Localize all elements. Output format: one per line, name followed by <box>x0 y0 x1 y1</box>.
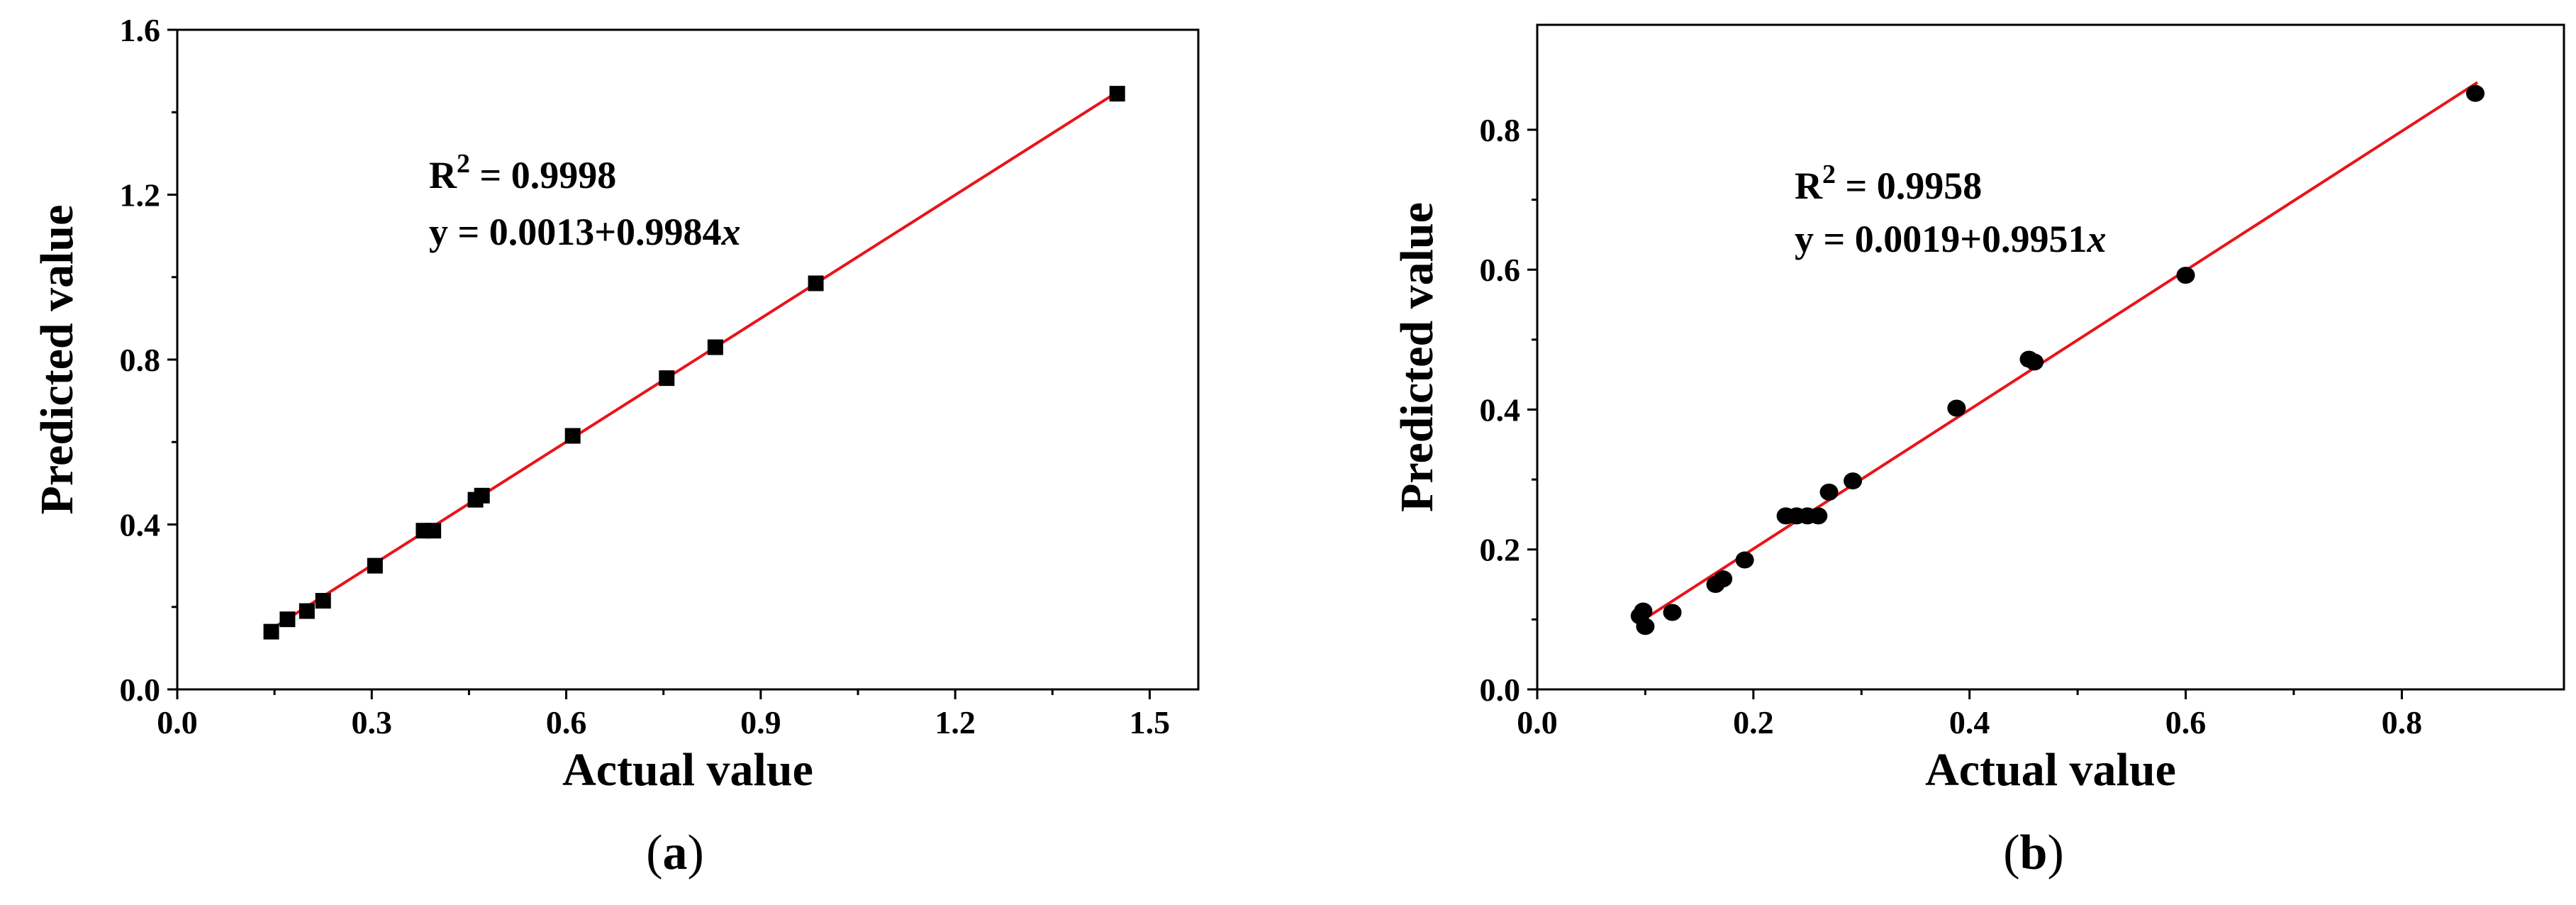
r-squared-annotation: R2 = 0.9958 <box>1795 160 1982 207</box>
x-tick-label: 0.6 <box>2165 704 2207 740</box>
panel-caption: (b) <box>2003 826 2064 880</box>
y-tick-label: 0.2 <box>1480 532 1521 568</box>
caption-letter: a <box>663 826 688 880</box>
equation-variable: x <box>2087 218 2107 260</box>
x-tick-label: 0.8 <box>2382 704 2423 740</box>
r2-superscript: 2 <box>1822 160 1836 189</box>
y-tick-label: 0.4 <box>1480 392 1521 428</box>
y-tick-label: 0.0 <box>1480 672 1521 708</box>
data-point <box>1735 551 1754 569</box>
data-point <box>1663 604 1682 621</box>
data-point <box>808 275 824 292</box>
caption-letter: b <box>2020 826 2048 880</box>
plot-frame <box>1536 23 2565 691</box>
y-tick-label: 1.6 <box>120 12 161 48</box>
fit-line <box>1639 81 2479 623</box>
x-tick-label: 0.2 <box>1733 704 1774 740</box>
r-squared-annotation: R2 = 0.9998 <box>429 149 616 196</box>
x-tick-label: 0.6 <box>546 704 587 740</box>
r2-value: = 0.9998 <box>470 154 616 196</box>
x-tick-label: 0.9 <box>740 704 781 740</box>
x-axis-title: Actual value <box>562 744 813 796</box>
caption-open-paren: ( <box>2003 826 2019 880</box>
data-point <box>474 487 490 504</box>
data-point <box>2466 84 2485 102</box>
data-point <box>279 611 296 628</box>
x-tick-label: 0.3 <box>352 704 393 740</box>
data-point <box>1714 570 1733 588</box>
caption-open-paren: ( <box>646 826 662 880</box>
data-point <box>1819 483 1839 501</box>
data-point <box>2176 267 2195 284</box>
data-point <box>315 593 331 609</box>
data-point <box>1634 602 1653 620</box>
data-point <box>2025 353 2044 371</box>
r2-prefix: R <box>1795 165 1823 207</box>
scatter-chart-a: 0.0 0.3 0.6 0.9 1.2 1.5 0.0 0.4 0.8 1.2 1.6 Actual … <box>31 12 1200 880</box>
caption-close-paren: ) <box>688 826 704 880</box>
x-tick-label: 0.4 <box>1949 704 1990 740</box>
y-tick-label: 0.0 <box>120 672 161 708</box>
x-tick-label: 0.0 <box>157 704 198 740</box>
data-point <box>1109 86 1125 102</box>
data-point <box>425 523 442 539</box>
caption-close-paren: ) <box>2047 826 2063 880</box>
y-axis-title: Predicted value <box>31 205 83 515</box>
y-tick-label: 0.6 <box>1480 252 1521 288</box>
r2-value: = 0.9958 <box>1836 165 1982 207</box>
x-axis-title: Actual value <box>1925 744 2176 796</box>
data-point <box>367 557 383 574</box>
data-point <box>707 339 723 355</box>
x-tick-label: 0.0 <box>1517 704 1558 740</box>
fit-line <box>267 91 1118 633</box>
x-tick-label: 1.5 <box>1130 704 1171 740</box>
x-tick-label: 1.2 <box>935 704 976 740</box>
data-point <box>659 370 675 387</box>
y-tick-label: 0.8 <box>1480 112 1521 148</box>
equation-prefix: y = 0.0019+0.9951 <box>1795 218 2087 260</box>
data-point <box>1636 618 1655 635</box>
y-axis-title: Predicted value <box>1391 202 1443 512</box>
chart-panel-a: 0.0 0.3 0.6 0.9 1.2 1.5 0.0 0.4 0.8 1.2 1.6 Actual … <box>31 12 1200 880</box>
data-point <box>564 428 581 444</box>
scatter-chart-b: 0.0 0.2 0.4 0.6 0.8 0.0 0.2 0.4 0.6 0.8 Actual val… <box>1391 23 2565 880</box>
data-point <box>299 603 315 619</box>
equation-variable: x <box>721 211 741 253</box>
y-tick-label: 0.4 <box>120 507 161 543</box>
data-point <box>1947 399 1966 417</box>
chart-panel-b: 0.0 0.2 0.4 0.6 0.8 0.0 0.2 0.4 0.6 0.8 Actual val… <box>1288 0 2576 905</box>
r2-superscript: 2 <box>457 149 470 179</box>
y-tick-label: 0.8 <box>120 342 161 378</box>
fit-equation-annotation: y = 0.0019+0.9951x <box>1795 218 2107 260</box>
r2-prefix: R <box>429 154 457 196</box>
y-tick-label: 1.2 <box>120 177 161 213</box>
data-point <box>1844 472 1863 490</box>
equation-prefix: y = 0.0013+0.9984 <box>429 211 722 253</box>
data-point <box>1809 507 1828 525</box>
data-point <box>263 623 279 640</box>
fit-equation-annotation: y = 0.0013+0.9984x <box>429 211 741 253</box>
panel-caption: (a) <box>646 826 704 880</box>
